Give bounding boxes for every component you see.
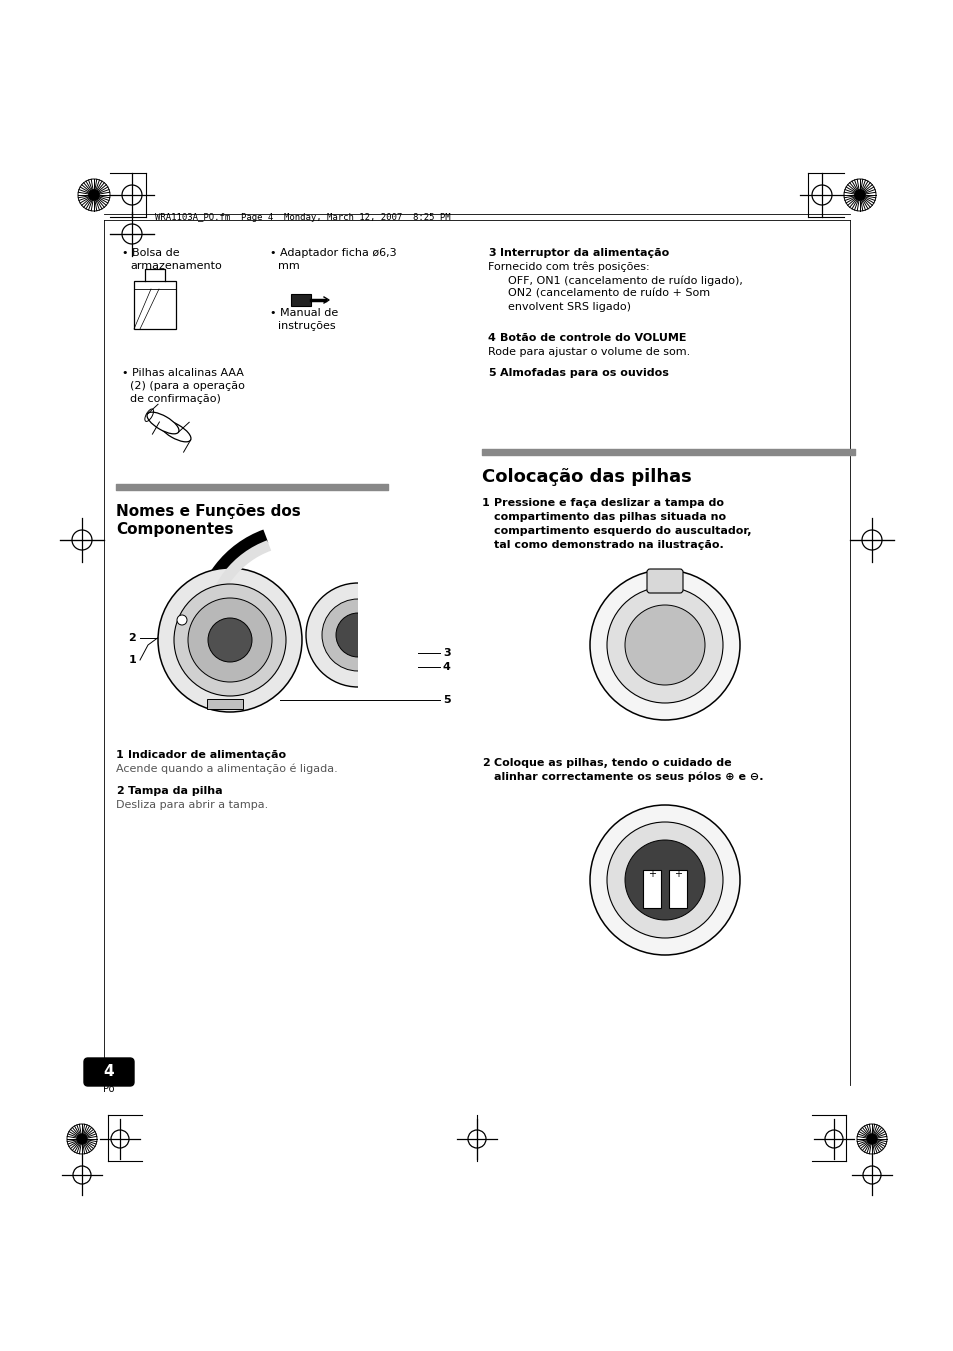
Text: Fornecido com três posições:: Fornecido com três posições: bbox=[488, 262, 649, 273]
Text: compartimento das pilhas situada no: compartimento das pilhas situada no bbox=[494, 512, 725, 521]
Circle shape bbox=[173, 584, 286, 696]
Text: 1: 1 bbox=[128, 655, 136, 665]
Circle shape bbox=[624, 605, 704, 685]
Text: Interruptor da alimentação: Interruptor da alimentação bbox=[499, 249, 669, 258]
Circle shape bbox=[589, 570, 740, 720]
Text: 1: 1 bbox=[481, 499, 489, 508]
Text: 5: 5 bbox=[442, 694, 450, 705]
Text: Tampa da pilha: Tampa da pilha bbox=[128, 786, 222, 796]
Text: 5: 5 bbox=[488, 367, 496, 378]
Text: Po: Po bbox=[103, 1084, 114, 1094]
Text: instruções: instruções bbox=[277, 322, 335, 331]
Text: +: + bbox=[673, 869, 681, 880]
FancyBboxPatch shape bbox=[646, 569, 682, 593]
Text: • Pilhas alcalinas AAA: • Pilhas alcalinas AAA bbox=[122, 367, 244, 378]
Text: 3: 3 bbox=[442, 648, 450, 658]
Text: 2: 2 bbox=[481, 758, 489, 767]
Circle shape bbox=[208, 617, 252, 662]
Circle shape bbox=[866, 1133, 877, 1144]
Text: 2: 2 bbox=[116, 786, 124, 796]
Text: 4: 4 bbox=[104, 1065, 114, 1079]
Circle shape bbox=[76, 1133, 87, 1144]
Text: (2) (para a operação: (2) (para a operação bbox=[130, 381, 245, 390]
Text: 1: 1 bbox=[116, 750, 124, 761]
Text: Colocação das pilhas: Colocação das pilhas bbox=[481, 467, 691, 486]
Text: Botão de controle do VOLUME: Botão de controle do VOLUME bbox=[499, 332, 686, 343]
Text: Pressione e faça deslizar a tampa do: Pressione e faça deslizar a tampa do bbox=[494, 499, 723, 508]
Text: OFF, ON1 (cancelamento de ruído ligado),: OFF, ON1 (cancelamento de ruído ligado), bbox=[507, 276, 742, 286]
Text: envolvent SRS ligado): envolvent SRS ligado) bbox=[507, 303, 630, 312]
Text: 4: 4 bbox=[442, 662, 451, 671]
Text: ON2 (cancelamento de ruído + Som: ON2 (cancelamento de ruído + Som bbox=[507, 289, 709, 299]
Text: 4: 4 bbox=[488, 332, 496, 343]
Text: alinhar correctamente os seus pólos ⊕ e ⊖.: alinhar correctamente os seus pólos ⊕ e … bbox=[494, 771, 762, 782]
Circle shape bbox=[177, 615, 187, 626]
Circle shape bbox=[589, 805, 740, 955]
Text: Desliza para abrir a tampa.: Desliza para abrir a tampa. bbox=[116, 800, 268, 811]
Ellipse shape bbox=[147, 412, 179, 434]
Circle shape bbox=[624, 840, 704, 920]
Bar bbox=[642, 870, 660, 908]
Text: 3: 3 bbox=[488, 249, 496, 258]
Bar bbox=[133, 281, 175, 330]
Text: de confirmação): de confirmação) bbox=[130, 394, 221, 404]
Text: WRA1103A_PO.fm  Page 4  Monday, March 12, 2007  8:25 PM: WRA1103A_PO.fm Page 4 Monday, March 12, … bbox=[154, 212, 450, 222]
Circle shape bbox=[158, 567, 302, 712]
Text: Almofadas para os ouvidos: Almofadas para os ouvidos bbox=[499, 367, 668, 378]
Circle shape bbox=[89, 189, 99, 200]
Bar bbox=[668, 870, 686, 908]
Text: tal como demonstrado na ilustração.: tal como demonstrado na ilustração. bbox=[494, 540, 723, 550]
Text: Componentes: Componentes bbox=[116, 521, 233, 536]
Text: Nomes e Funções dos: Nomes e Funções dos bbox=[116, 504, 300, 519]
Text: mm: mm bbox=[277, 261, 299, 272]
Text: armazenamento: armazenamento bbox=[130, 261, 221, 272]
Circle shape bbox=[322, 598, 394, 671]
Circle shape bbox=[606, 821, 722, 938]
Bar bbox=[207, 698, 243, 709]
FancyBboxPatch shape bbox=[84, 1058, 133, 1086]
Text: Indicador de alimentação: Indicador de alimentação bbox=[128, 750, 286, 761]
Bar bbox=[357, 580, 417, 690]
Text: +: + bbox=[647, 869, 656, 880]
Text: Acende quando a alimentação é ligada.: Acende quando a alimentação é ligada. bbox=[116, 765, 337, 774]
Circle shape bbox=[306, 584, 410, 688]
Text: 2: 2 bbox=[128, 634, 136, 643]
Circle shape bbox=[854, 189, 864, 200]
Circle shape bbox=[606, 586, 722, 703]
Text: • Bolsa de: • Bolsa de bbox=[122, 249, 179, 258]
Text: Coloque as pilhas, tendo o cuidado de: Coloque as pilhas, tendo o cuidado de bbox=[494, 758, 731, 767]
Circle shape bbox=[188, 598, 272, 682]
Text: • Adaptador ficha ø6,3: • Adaptador ficha ø6,3 bbox=[270, 249, 396, 258]
Circle shape bbox=[335, 613, 379, 657]
Text: Rode para ajustar o volume de som.: Rode para ajustar o volume de som. bbox=[488, 347, 690, 357]
Text: • Manual de: • Manual de bbox=[270, 308, 338, 317]
Text: compartimento esquerdo do auscultador,: compartimento esquerdo do auscultador, bbox=[494, 526, 751, 536]
Bar bbox=[291, 295, 311, 305]
